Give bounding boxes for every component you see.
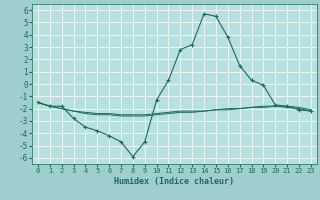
X-axis label: Humidex (Indice chaleur): Humidex (Indice chaleur) — [115, 177, 234, 186]
